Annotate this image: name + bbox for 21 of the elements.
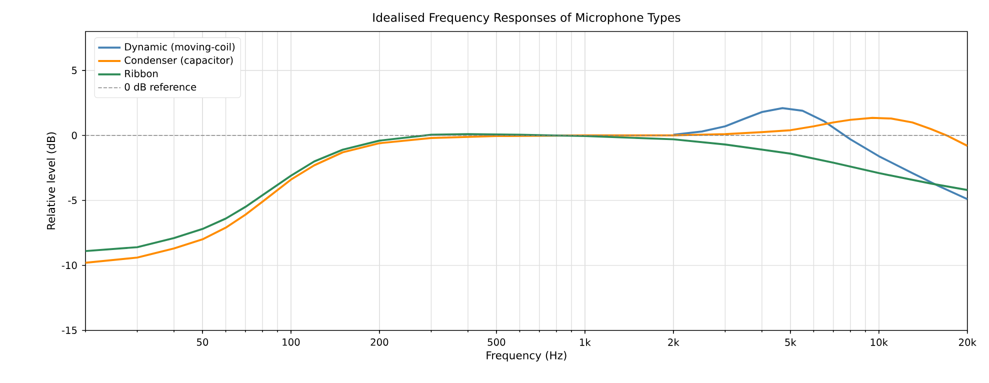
y-tick-label: -10 — [62, 261, 77, 269]
x-axis-title: Frequency (Hz) — [486, 350, 566, 362]
x-tick-label: 5k — [785, 338, 796, 346]
y-tick-label: -15 — [62, 326, 77, 334]
x-tick-label: 20k — [958, 338, 976, 346]
x-tick-label: 500 — [488, 338, 506, 346]
x-tick-label: 10k — [870, 338, 888, 346]
y-axis-title: Relative level (dB) — [46, 132, 56, 230]
x-tick-label: 2k — [668, 338, 680, 346]
legend-label: Ribbon — [125, 69, 158, 78]
y-tick-label: 0 — [72, 131, 77, 139]
x-tick-label: 100 — [282, 338, 300, 346]
chart-title: Idealised Frequency Responses of Microphone Types — [373, 12, 680, 24]
legend-label: 0 dB reference — [124, 82, 196, 90]
x-tick-label: 50 — [196, 338, 208, 346]
y-tick-label: -5 — [68, 196, 77, 204]
x-tick-label: 1k — [580, 338, 591, 346]
legend-label: Condenser (capacitor) — [124, 56, 233, 66]
legend-label: Dynamic (moving-coil) — [125, 42, 235, 52]
x-tick-label: 200 — [370, 338, 388, 346]
y-tick-label: 5 — [72, 66, 77, 74]
